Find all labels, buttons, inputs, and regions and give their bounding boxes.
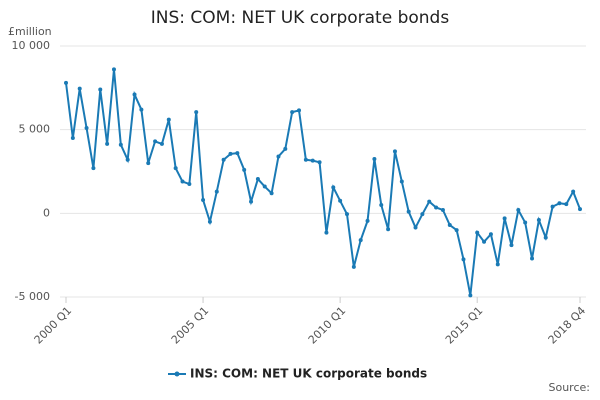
point [276, 154, 281, 159]
point [180, 179, 185, 184]
point [153, 139, 158, 144]
point [399, 179, 404, 184]
point [550, 204, 555, 209]
point [523, 220, 528, 225]
point [379, 202, 384, 207]
point [77, 86, 82, 91]
point [228, 151, 233, 156]
point [420, 212, 425, 217]
point [406, 209, 411, 214]
point [283, 146, 288, 151]
point [358, 238, 363, 243]
point [187, 182, 192, 187]
point [434, 205, 439, 210]
point [530, 256, 535, 261]
point [495, 262, 500, 267]
point [461, 257, 466, 262]
point [303, 157, 308, 162]
point [235, 151, 240, 156]
chart-title: INS: COM: NET UK corporate bonds [151, 8, 450, 28]
point [242, 167, 247, 172]
point [290, 110, 295, 115]
point [207, 219, 212, 224]
point [249, 199, 254, 204]
point [297, 108, 302, 113]
x-tick-label: 2018 Q4 [546, 304, 589, 347]
point [386, 227, 391, 232]
point [447, 223, 452, 228]
x-tick-label: 2005 Q1 [169, 304, 212, 347]
point [475, 230, 480, 235]
point [98, 87, 103, 92]
point [365, 218, 370, 223]
point [159, 141, 164, 146]
point [317, 160, 322, 165]
point [564, 202, 569, 207]
point [502, 216, 507, 221]
y-axis-label: £million [8, 25, 52, 38]
legend-swatch-dot [174, 371, 180, 377]
point [84, 125, 89, 130]
point [351, 264, 356, 269]
point [64, 80, 68, 85]
legend-label: INS: COM: NET UK corporate bonds [190, 367, 427, 381]
point [331, 185, 336, 190]
point [440, 207, 445, 212]
point [70, 136, 75, 141]
point [173, 166, 178, 171]
point [255, 177, 260, 182]
point [427, 199, 432, 204]
point [91, 166, 96, 171]
point [543, 235, 548, 240]
point [578, 207, 582, 212]
point [166, 117, 171, 122]
y-tick-label: 5 000 [19, 123, 51, 136]
point [468, 293, 473, 298]
point [262, 184, 267, 189]
point [310, 158, 315, 163]
point [139, 107, 144, 112]
point [201, 197, 206, 202]
y-tick-label: 10 000 [12, 39, 51, 52]
point [324, 230, 329, 235]
point [509, 243, 514, 248]
point [557, 201, 562, 206]
point [105, 141, 110, 146]
point [454, 228, 459, 233]
x-tick-label: 2015 Q1 [443, 304, 486, 347]
x-tick-label: 2010 Q1 [306, 304, 349, 347]
point [221, 157, 226, 162]
point [482, 239, 487, 244]
point [214, 189, 219, 194]
point [488, 232, 493, 237]
point [132, 92, 137, 97]
point [516, 207, 521, 212]
point [536, 218, 541, 223]
point [338, 198, 343, 203]
point [372, 156, 377, 161]
y-tick-label: 0 [43, 206, 50, 219]
point [118, 142, 123, 147]
point [571, 189, 576, 194]
point [392, 149, 397, 154]
source: Source: [549, 381, 591, 394]
point [194, 110, 199, 115]
point [344, 212, 349, 217]
line [65, 69, 581, 296]
point [413, 225, 418, 230]
y-tick-label: -5 000 [15, 290, 50, 303]
x-tick-label: 2000 Q1 [32, 304, 75, 347]
point [146, 161, 151, 166]
point [125, 157, 130, 162]
point [111, 67, 116, 72]
point [269, 191, 274, 196]
